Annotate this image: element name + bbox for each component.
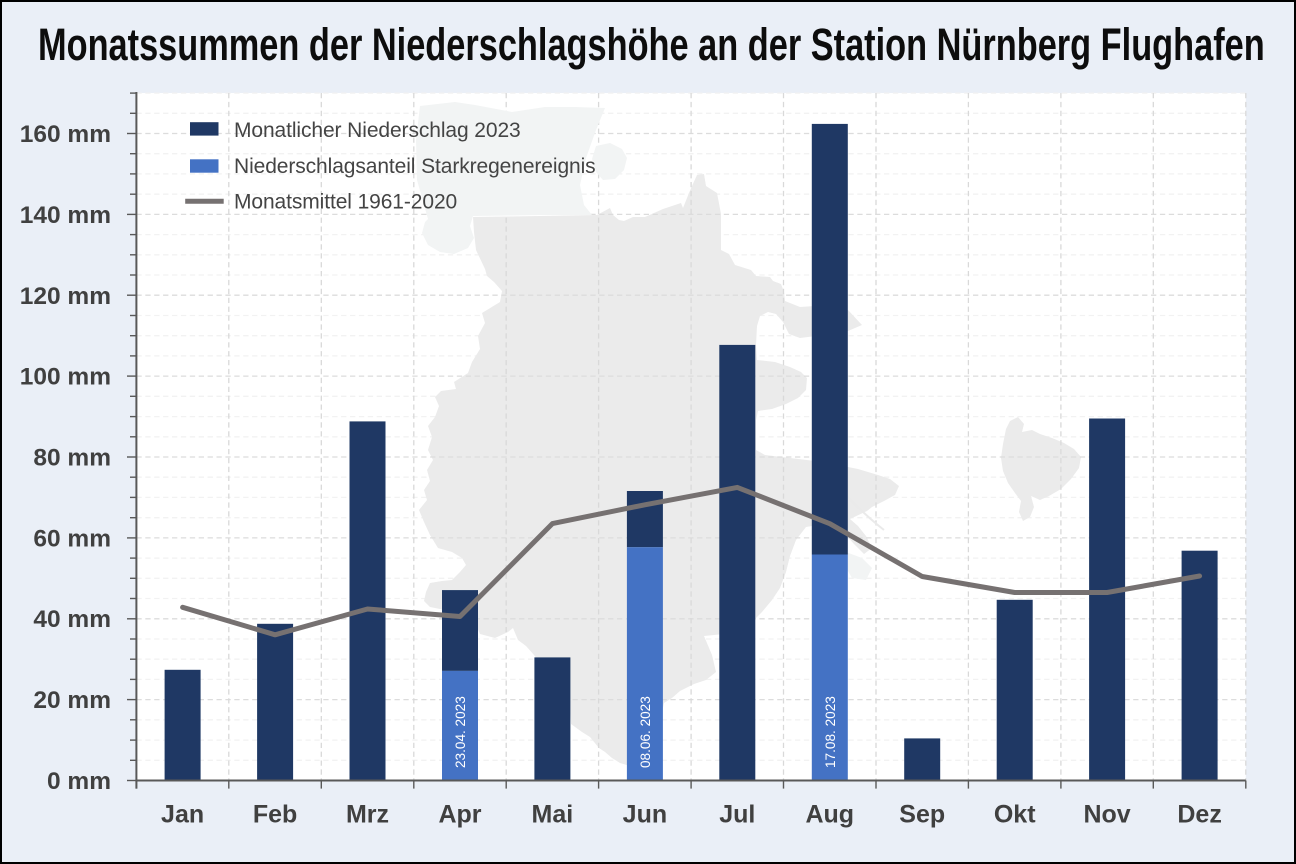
svg-text:Mrz: Mrz <box>346 800 389 828</box>
svg-text:120 mm: 120 mm <box>20 283 111 310</box>
svg-text:Niederschlagsanteil Starkregen: Niederschlagsanteil Starkregenereignis <box>234 155 596 178</box>
svg-text:Feb: Feb <box>253 800 297 828</box>
svg-text:Monatlicher Niederschlag 2023: Monatlicher Niederschlag 2023 <box>234 119 521 142</box>
svg-text:Jun: Jun <box>623 800 667 828</box>
svg-text:23.04. 2023: 23.04. 2023 <box>453 696 468 768</box>
svg-text:0 mm: 0 mm <box>47 768 111 795</box>
svg-text:17.08. 2023: 17.08. 2023 <box>823 696 838 768</box>
svg-text:Okt: Okt <box>994 800 1036 828</box>
svg-text:80 mm: 80 mm <box>33 445 111 472</box>
svg-text:Dez: Dez <box>1177 800 1221 828</box>
svg-text:Jul: Jul <box>719 800 755 828</box>
svg-text:20 mm: 20 mm <box>33 687 111 714</box>
svg-text:Sep: Sep <box>899 800 945 828</box>
svg-text:40 mm: 40 mm <box>33 606 111 633</box>
svg-text:160 mm: 160 mm <box>20 121 111 148</box>
svg-text:Monatsmittel 1961-2020: Monatsmittel 1961-2020 <box>234 190 457 213</box>
svg-text:Apr: Apr <box>438 800 481 828</box>
svg-text:Jan: Jan <box>161 800 204 828</box>
svg-text:60 mm: 60 mm <box>33 525 111 552</box>
svg-text:Nov: Nov <box>1083 800 1130 828</box>
svg-text:Aug: Aug <box>805 800 854 828</box>
svg-text:140 mm: 140 mm <box>20 202 111 229</box>
svg-text:100 mm: 100 mm <box>20 364 111 391</box>
svg-text:Mai: Mai <box>532 800 574 828</box>
svg-text:08.06. 2023: 08.06. 2023 <box>638 696 653 768</box>
